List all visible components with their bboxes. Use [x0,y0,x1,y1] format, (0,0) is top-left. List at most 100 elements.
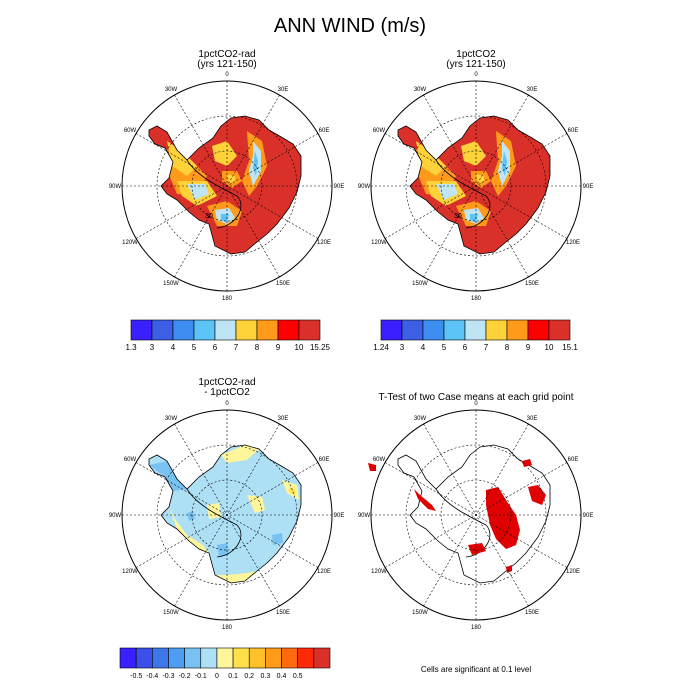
colorbar-swatch [485,319,508,341]
longitude-label: 90E [334,513,345,519]
colorbar-swatch [464,319,487,341]
graticule [371,81,581,291]
colorbar-label: 0.4 [277,673,287,680]
panel-1-map: 30 0 30E 60E 90E 120E 150E 180 150W 120W 90W 60W 30… [109,72,345,302]
longitude-label: 60W [373,457,386,463]
panel-4-map: 0 30E 60E 90E 120E 150E 180 150W 120W 90W 60W 30W [358,401,594,631]
colorbar-swatch [443,319,466,341]
graticule [122,410,332,620]
contour-label: 30 [205,213,213,220]
figure-title: ANN WIND (m/s) [274,15,426,37]
panel-3: 1pctCO2-rad - 1pctCO2 [109,377,345,680]
colorbar-swatch [256,319,279,341]
colorbar-label: 4 [421,343,426,352]
colorbar-swatch [168,647,185,669]
longitude-label: 90E [334,184,345,190]
longitude-label: 30W [414,416,427,422]
longitude-labels: 0 30E 60E 90E 120E 150E 180 150W 120W 90W 60W 30W [358,72,594,302]
longitude-label: 60E [319,128,330,134]
longitude-label: 90E [583,184,594,190]
longitude-label: 150E [525,610,539,616]
panel-1-title-line1: 1pctCO2-rad [198,49,255,60]
colorbar-swatch [548,319,571,341]
colorbar-label: 1.3 [125,343,137,352]
colorbar-label: 8 [505,343,510,352]
panel-2-title-line2: (yrs 121-150) [446,59,505,70]
graticule [122,81,332,291]
colorbar-swatch [297,647,315,669]
colorbar-swatch [313,647,331,669]
longitude-label: 120E [317,569,331,575]
longitude-label: 150W [412,281,428,287]
panel-3-title-line2: - 1pctCO2 [204,387,250,398]
colorbar-swatch [172,319,195,341]
colorbar-swatch [277,319,300,341]
panel-4-title: T-Test of two Case means at each grid po… [378,392,573,403]
colorbar-label: 0.5 [293,673,303,680]
colorbar-swatch [248,647,266,669]
colorbar-label: 5 [442,343,447,352]
colorbar-label: 0.2 [244,673,254,680]
colorbar-3: -0.5 -0.4 -0.3 -0.2 -0.1 0 0.1 0.2 0.3 0.4 0.5 [119,647,331,680]
longitude-label: 150W [163,281,179,287]
colorbar-label: 6 [213,343,218,352]
colorbar-label: 8 [255,343,260,352]
colorbar-1: 1.3 3 4 5 6 7 8 9 10 15.25 [125,319,331,352]
colorbar-label: 15.1 [562,343,578,352]
longitude-label: 120E [566,240,580,246]
colorbar-label: -0.2 [179,673,191,680]
colorbar-swatch [214,319,237,341]
panel-2-map: 30 0 30E 60E 90E 120E 150E 180 150W 120W 90W 60W 30… [358,72,594,302]
colorbar-swatch [281,647,298,669]
longitude-label: 150E [276,610,290,616]
wind-field [397,115,551,255]
colorbar-swatch [184,647,202,669]
colorbar-label: 7 [484,343,489,352]
longitude-label: 180 [471,296,482,302]
longitude-label: 0 [225,401,229,407]
longitude-label: 150W [412,610,428,616]
longitude-label: 90W [109,184,122,190]
footnote: Cells are significant at 0.1 level [421,665,532,674]
colorbar-swatch [422,319,445,341]
contour-label: 30 [454,213,462,220]
panel-4: T-Test of two Case means at each grid po… [358,392,594,674]
colorbar-swatch [380,319,403,341]
colorbar-swatch [151,319,174,341]
longitude-label: 180 [222,296,233,302]
colorbar-swatch [506,319,529,341]
longitude-label: 60E [568,128,579,134]
longitude-label: 60W [124,457,137,463]
longitude-label: 0 [474,72,478,78]
colorbar-swatch [200,647,218,669]
difference-field [148,444,302,584]
colorbar-swatch [235,319,258,341]
longitude-label: 120W [371,240,387,246]
longitude-label: 30E [278,416,289,422]
longitude-label: 0 [474,401,478,407]
longitude-label: 30W [165,87,178,93]
longitude-label: 150E [276,281,290,287]
panel-3-map: 0 30E 60E 90E 120E 150E 180 150W 120W 90W 60W 30W [109,401,345,631]
colorbar-swatch [152,647,169,669]
graticule [371,410,581,620]
colorbar-label: 10 [295,343,304,352]
longitude-label: 60E [319,457,330,463]
panel-2-title-line1: 1pctCO2 [456,49,496,60]
longitude-labels: 0 30E 60E 90E 120E 150E 180 150W 120W 90W 60W 30W [358,401,594,631]
colorbar-label: 0.3 [261,673,271,680]
longitude-label: 150E [525,281,539,287]
longitude-label: 60W [373,128,386,134]
longitude-labels: 0 30E 60E 90E 120E 150E 180 150W 120W 90W 60W 30W [109,401,345,631]
longitude-label: 60W [124,128,137,134]
longitude-label: 180 [471,625,482,631]
longitude-label: 90W [358,513,371,519]
colorbar-label: 0.1 [228,673,238,680]
longitude-label: 120E [566,569,580,575]
colorbar-swatch [527,319,550,341]
colorbar-label: 3 [400,343,405,352]
colorbar-label: 1.24 [373,343,389,352]
wind-field [148,115,302,255]
colorbar-label: 6 [463,343,468,352]
